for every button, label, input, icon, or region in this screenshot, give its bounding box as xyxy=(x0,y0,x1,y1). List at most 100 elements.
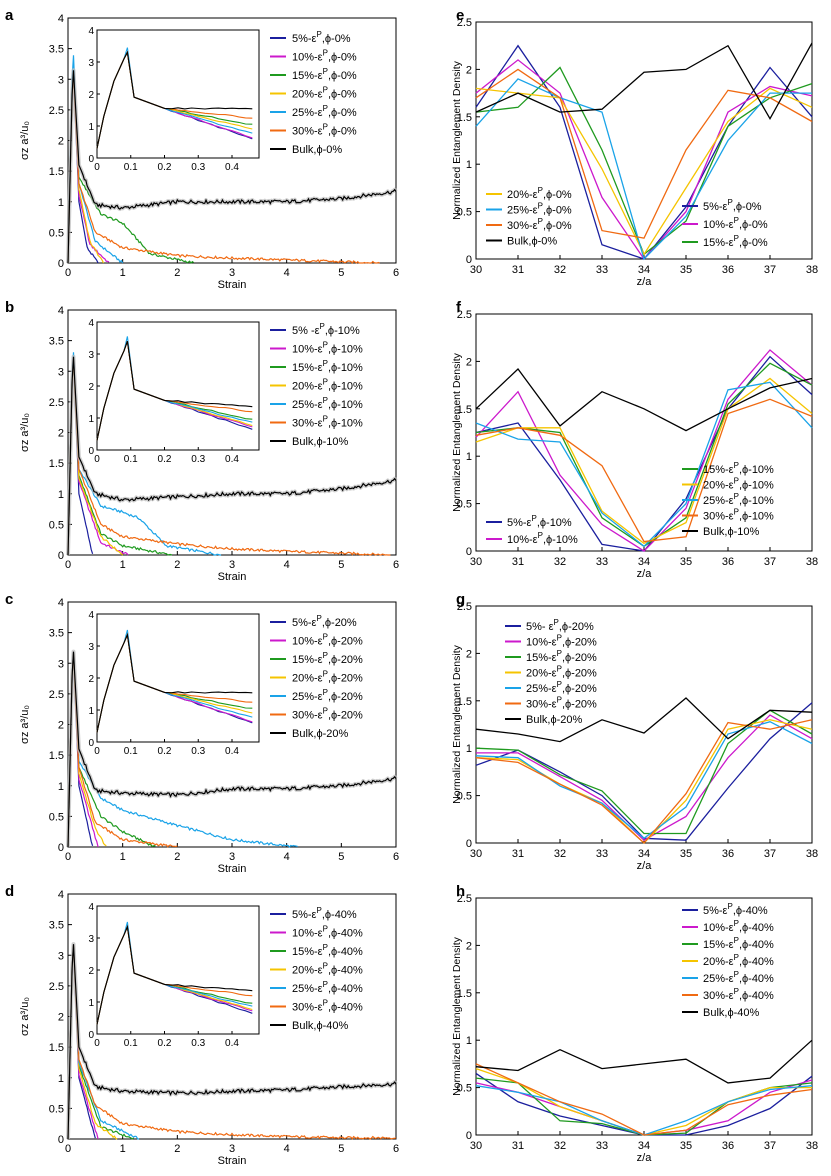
panel-letter: b xyxy=(5,299,14,316)
y-tick-label: 2 xyxy=(466,64,472,76)
series-line xyxy=(67,70,397,264)
series-line xyxy=(67,71,195,264)
x-tick-label: 37 xyxy=(764,848,776,860)
x-tick-label: 2 xyxy=(174,267,180,279)
y-tick-label: 0.5 xyxy=(49,227,64,239)
inset-x-tick-label: 0.3 xyxy=(191,746,205,757)
inset-x-tick-label: 0.1 xyxy=(124,454,138,465)
series-line xyxy=(67,357,391,556)
series-line xyxy=(67,356,397,556)
x-tick-label: 38 xyxy=(806,1140,818,1152)
y-tick-label: 2.5 xyxy=(49,105,64,117)
legend-label: 30%-εP,ϕ-40% xyxy=(292,999,363,1014)
y-tick-label: 1.5 xyxy=(457,696,472,708)
legend-label: 10%-εP,ϕ-20% xyxy=(292,633,363,648)
stress-panel-a: a 0 0.5 1 1.5 2 2.5 3 3.5 4 0 1 2 3 4 5 6 Strain σz a³/u₀ 0… xyxy=(5,7,399,291)
x-tick-label: 6 xyxy=(393,851,399,863)
legend-label: 15%-εP,ϕ-0% xyxy=(292,67,357,82)
inset-x-tick-label: 0.4 xyxy=(225,454,239,465)
legend-label: 10%-εP,ϕ-10% xyxy=(507,531,578,546)
x-tick-label: 33 xyxy=(596,556,608,568)
legend-label: 25%-εP,ϕ-20% xyxy=(526,680,597,695)
inset-x-tick-label: 0.1 xyxy=(124,1038,138,1049)
series-line xyxy=(475,381,813,548)
legend-label: 25%-εP,ϕ-10% xyxy=(292,396,363,411)
y-tick-label: 2 xyxy=(58,428,64,440)
x-tick-label: 31 xyxy=(512,848,524,860)
y-axis-label: Normalized Entanglement Density xyxy=(451,60,463,219)
series-line xyxy=(67,945,397,1140)
legend-label: 30%-εP,ϕ-0% xyxy=(292,123,357,138)
y-tick-label: 0 xyxy=(466,546,472,558)
legend-label: 10%-εP,ϕ-0% xyxy=(703,216,768,231)
series-line xyxy=(67,352,222,556)
y-tick-label: 2.5 xyxy=(457,309,472,321)
x-tick-label: 5 xyxy=(338,559,344,571)
x-tick-label: 31 xyxy=(512,556,524,568)
y-tick-label: 1.5 xyxy=(49,1042,64,1054)
stress-panel-c: c 0 0.5 1 1.5 2 2.5 3 3.5 4 0 1 2 3 4 5 6 Strain σz a³/u₀ 0… xyxy=(5,591,399,875)
inset-x-tick-label: 0.3 xyxy=(191,162,205,173)
inset-x-tick-label: 0.2 xyxy=(158,454,172,465)
x-tick-label: 37 xyxy=(764,1140,776,1152)
y-tick-label: 2 xyxy=(58,1012,64,1024)
series-line xyxy=(475,368,813,432)
x-tick-label: 33 xyxy=(596,264,608,276)
inset-y-tick-label: 4 xyxy=(88,902,94,913)
x-tick-label: 32 xyxy=(554,1140,566,1152)
legend-label: 20%-εP,ϕ-40% xyxy=(703,953,774,968)
inset-x-tick-label: 0.1 xyxy=(124,162,138,173)
x-tick-label: 4 xyxy=(284,267,290,279)
series-line xyxy=(67,653,178,848)
legend-label: 5%-εP,ϕ-40% xyxy=(703,902,768,917)
legend-label: 25%-εP,ϕ-0% xyxy=(507,202,572,217)
legend-label: 20%-εP,ϕ-0% xyxy=(292,86,357,101)
legend-label: 15%-εP,ϕ-10% xyxy=(703,461,774,476)
x-tick-label: 37 xyxy=(764,264,776,276)
inset-x-tick-label: 0.2 xyxy=(158,162,172,173)
x-axis-label: Strain xyxy=(218,863,247,875)
series-line xyxy=(475,721,813,840)
inset-frame xyxy=(96,905,260,1035)
x-tick-label: 31 xyxy=(512,1140,524,1152)
inset-y-tick-label: 2 xyxy=(88,966,94,977)
y-tick-label: 2.5 xyxy=(457,601,472,613)
x-tick-label: 38 xyxy=(806,556,818,568)
legend-label: Bulk,ϕ-0% xyxy=(507,236,557,248)
y-tick-label: 3.5 xyxy=(49,44,64,56)
x-tick-label: 31 xyxy=(512,264,524,276)
x-tick-label: 5 xyxy=(338,851,344,863)
legend: 5%-εP,ϕ-40% 10%-εP,ϕ-40% 15%-εP,ϕ-40% 20%-ε… xyxy=(682,902,774,1019)
legend-label: 20%-εP,ϕ-10% xyxy=(292,378,363,393)
legend-label: 15%-εP,ϕ-40% xyxy=(292,943,363,958)
inset-plot: 0 1 2 3 4 0 0.1 0.2 0.3 0.4 xyxy=(88,318,260,465)
x-tick-label: 4 xyxy=(284,559,290,571)
legend-label: 5% -εP,ϕ-10% xyxy=(292,322,360,337)
legend-label: 15%-εP,ϕ-0% xyxy=(703,234,768,249)
series-line xyxy=(67,651,397,848)
series-line xyxy=(475,398,813,543)
x-tick-label: 32 xyxy=(554,264,566,276)
x-tick-label: 6 xyxy=(393,559,399,571)
legend-label: 30%-εP,ϕ-0% xyxy=(507,217,572,232)
y-tick-label: 1.5 xyxy=(457,112,472,124)
y-tick-label: 1 xyxy=(58,197,64,209)
inset-x-tick-label: 0.3 xyxy=(191,454,205,465)
series-line xyxy=(475,87,813,256)
legend: 5%-εP,ϕ-0% 10%-εP,ϕ-0% 15%-εP,ϕ-0% 20%-εP,ϕ… xyxy=(270,30,357,156)
y-tick-label: 1 xyxy=(466,451,472,463)
inset-series-line xyxy=(96,632,253,733)
x-tick-label: 4 xyxy=(284,1143,290,1155)
y-axis-label: σz a³/u₀ xyxy=(19,997,31,1036)
legend-label: 25%-εP,ϕ-10% xyxy=(703,492,774,507)
x-tick-label: 30 xyxy=(470,264,482,276)
x-tick-label: 0 xyxy=(65,267,71,279)
legend-label: 30%-εP,ϕ-10% xyxy=(703,508,774,523)
x-tick-label: 3 xyxy=(229,267,235,279)
x-tick-label: 33 xyxy=(596,848,608,860)
inset-y-tick-label: 1 xyxy=(88,706,94,717)
legend-label: 5%- εP,ϕ-20% xyxy=(526,618,594,633)
y-tick-label: 0.5 xyxy=(457,207,472,219)
y-tick-label: 4 xyxy=(58,597,64,609)
legend-label: 25%-εP,ϕ-40% xyxy=(292,980,363,995)
